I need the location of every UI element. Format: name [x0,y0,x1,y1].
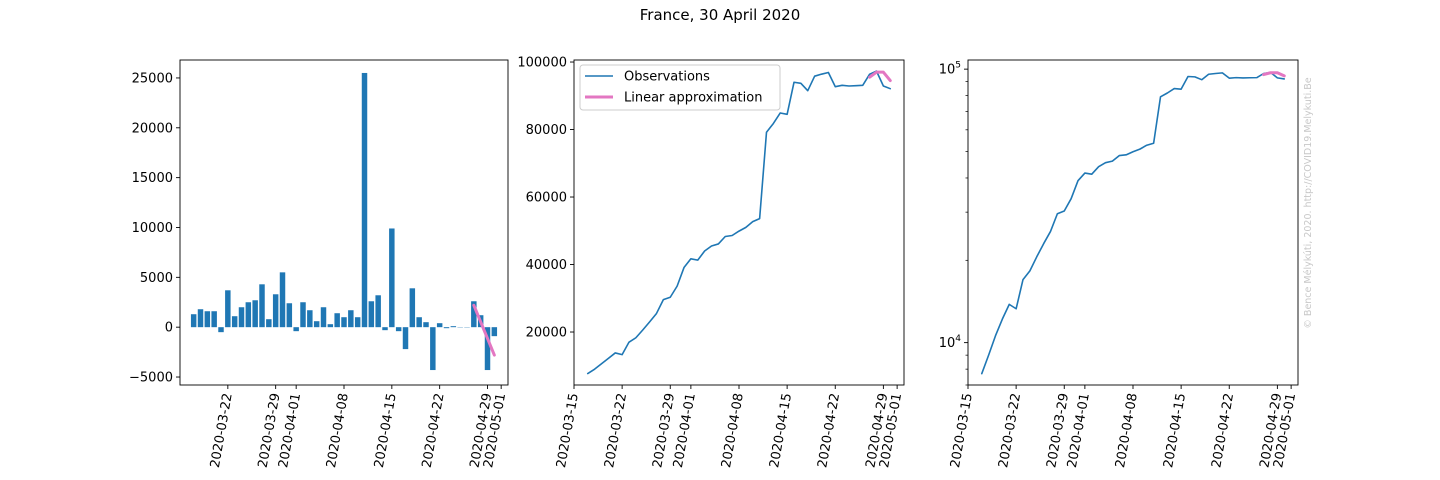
bar-2020-03-27 [259,284,265,328]
approximation-line [472,303,496,357]
daily-change-bar-chart: −5000 0 5000 10000 15000 20000 25000 2020-03-22… [129,59,509,469]
bar-2020-04-10 [354,317,361,328]
bar-2020-03-29 [272,294,279,328]
x-tick-label: 2020-04-15 [1161,392,1189,469]
x-tick-label: 2020-04-08 [719,392,747,469]
bar-2020-04-14 [382,327,388,331]
y-tick-label: 15000 [132,171,173,186]
bar-2020-04-04 [313,321,320,328]
bar-2020-03-20 [211,311,217,328]
bar-2020-03-23 [231,316,238,328]
bar-2020-04-17 [402,327,409,350]
bar-2020-04-03 [307,310,313,328]
y-tick-label: 0 [165,321,173,336]
axes-frame [179,59,509,386]
y-tick-label: 10000 [132,221,173,236]
legend [579,64,781,111]
bar-2020-04-21 [430,327,436,371]
bar-2020-03-19 [204,311,211,328]
x-tick-label: 2020-04-22 [815,392,843,469]
bar-2020-03-18 [197,309,204,328]
bar-2020-04-06 [327,324,334,328]
observations-line [980,71,1286,375]
y-tick-label: 104 [939,334,962,351]
bar-2020-03-28 [266,319,272,328]
approximation-line [1262,71,1286,78]
y-tick-label: 20000 [132,121,173,136]
bar-2020-03-24 [238,307,245,328]
bar-2020-04-18 [409,288,416,328]
bar-2020-04-01 [293,327,299,332]
y-tick-label: 100000 [517,56,567,71]
bar-2020-04-27 [471,301,477,328]
x-tick-label: 2020-03-22 [996,392,1024,469]
observations-line [586,70,892,375]
bar-2020-04-23 [443,327,450,329]
x-tick-label: 2020-03-22 [602,392,630,469]
axes-frame [967,59,1299,386]
y-tick-label: 105 [939,61,961,78]
bar-2020-03-17 [190,314,197,328]
bar-2020-03-31 [286,303,293,328]
bar-2020-04-13 [375,295,381,328]
x-tick-label: 2020-03-15 [554,392,582,469]
x-tick-label: 2020-04-08 [1113,392,1141,469]
y-tick-label: 80000 [526,123,567,138]
bar-2020-04-19 [416,317,422,328]
x-tick-label: 2020-04-22 [420,392,448,469]
bar-2020-04-11 [361,72,368,328]
legend-label: Observations [624,70,710,85]
bar-2020-04-24 [450,326,457,328]
legend-label: Linear approximation [624,91,762,106]
y-tick-label: 40000 [526,258,567,273]
cumulative-linear-line-chart: 20000 40000 60000 80000 100000 2020-03-15 2020… [517,56,905,470]
x-tick-label: 2020-04-08 [324,392,352,469]
bar-2020-04-20 [423,322,429,328]
bar-2020-04-30 [491,327,498,337]
bar-2020-04-16 [395,327,402,332]
x-tick-label: 2020-04-15 [372,392,400,469]
bar-2020-03-25 [245,302,252,328]
bar-2020-03-21 [218,327,224,333]
y-tick-label: 20000 [526,326,567,341]
bar-2020-04-15 [389,228,395,328]
bar-2020-04-09 [348,310,354,328]
bar-2020-04-22 [436,323,443,328]
approximation-line [868,70,892,83]
y-tick-label: 60000 [526,191,567,206]
bar-2020-04-08 [341,317,347,328]
y-tick-label: 5000 [140,271,173,286]
bar-2020-03-30 [279,272,286,328]
bar-2020-04-02 [300,302,306,328]
bar-2020-03-26 [252,300,258,328]
bar-2020-04-07 [334,313,340,328]
y-tick-label: −5000 [129,371,173,386]
bar-2020-04-12 [368,301,375,328]
x-tick-label: 2020-03-15 [948,392,976,469]
bar-2020-04-05 [320,307,327,328]
y-tick-label: 25000 [132,71,173,86]
bar-2020-03-22 [225,290,231,328]
x-tick-label: 2020-04-15 [767,392,795,469]
x-tick-label: 2020-04-22 [1209,392,1237,469]
x-tick-label: 2020-03-22 [208,392,236,469]
bar-2020-04-29 [484,327,491,371]
watermark-text: © Bence Mélykúti, 2020. http://COVID19.M… [1303,77,1314,328]
figure-title: France, 30 April 2020 [639,6,801,24]
